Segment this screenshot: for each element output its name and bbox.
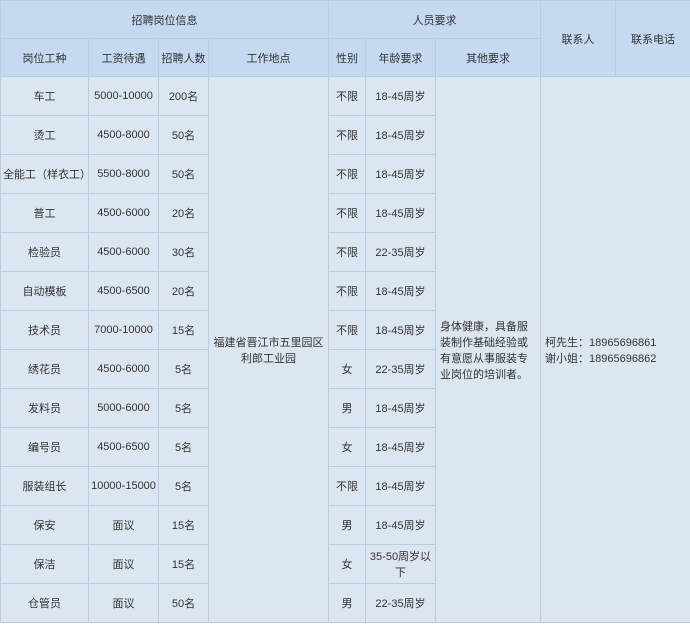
cell-count: 15名	[159, 311, 209, 350]
cell-age: 22-35周岁	[366, 584, 436, 623]
header-group-job-info: 招聘岗位信息	[1, 1, 329, 39]
cell-age: 35-50周岁以下	[366, 545, 436, 584]
cell-gender: 不限	[329, 77, 366, 116]
table-header: 招聘岗位信息 人员要求 联系人 联系电话 岗位工种 工资待遇 招聘人数 工作地点…	[1, 1, 690, 77]
cell-job: 保洁	[1, 545, 89, 584]
recruitment-table: 招聘岗位信息 人员要求 联系人 联系电话 岗位工种 工资待遇 招聘人数 工作地点…	[0, 0, 690, 623]
cell-gender: 不限	[329, 116, 366, 155]
cell-location: 福建省晋江市五里园区利郎工业园	[209, 77, 329, 623]
cell-age: 18-45周岁	[366, 155, 436, 194]
cell-count: 5名	[159, 428, 209, 467]
cell-gender: 男	[329, 584, 366, 623]
cell-salary: 5000-6000	[89, 389, 159, 428]
cell-salary: 4500-6000	[89, 233, 159, 272]
cell-gender: 男	[329, 506, 366, 545]
cell-job: 编号员	[1, 428, 89, 467]
cell-age: 18-45周岁	[366, 428, 436, 467]
cell-job: 发料员	[1, 389, 89, 428]
cell-count: 20名	[159, 194, 209, 233]
cell-age: 22-35周岁	[366, 350, 436, 389]
cell-age: 18-45周岁	[366, 272, 436, 311]
cell-age: 22-35周岁	[366, 233, 436, 272]
cell-salary: 10000-15000	[89, 467, 159, 506]
header-gender: 性别	[329, 39, 366, 77]
cell-gender: 女	[329, 350, 366, 389]
cell-gender: 女	[329, 428, 366, 467]
cell-age: 18-45周岁	[366, 389, 436, 428]
cell-job: 仓管员	[1, 584, 89, 623]
cell-count: 50名	[159, 584, 209, 623]
cell-job: 烫工	[1, 116, 89, 155]
contact-line-1: 柯先生：18965696861	[545, 334, 686, 350]
cell-job: 车工	[1, 77, 89, 116]
cell-count: 200名	[159, 77, 209, 116]
cell-count: 5名	[159, 467, 209, 506]
header-other: 其他要求	[436, 39, 541, 77]
cell-contact: 柯先生：18965696861谢小姐：18965696862	[541, 77, 690, 623]
cell-salary: 4500-6000	[89, 350, 159, 389]
cell-salary: 面议	[89, 506, 159, 545]
cell-age: 18-45周岁	[366, 77, 436, 116]
cell-count: 15名	[159, 506, 209, 545]
header-count: 招聘人数	[159, 39, 209, 77]
cell-gender: 不限	[329, 233, 366, 272]
cell-job: 服装组长	[1, 467, 89, 506]
table-row: 车工5000-10000200名福建省晋江市五里园区利郎工业园不限18-45周岁…	[1, 77, 690, 116]
cell-salary: 5500-8000	[89, 155, 159, 194]
cell-job: 技术员	[1, 311, 89, 350]
cell-count: 5名	[159, 389, 209, 428]
cell-count: 50名	[159, 116, 209, 155]
cell-job: 保安	[1, 506, 89, 545]
cell-salary: 5000-10000	[89, 77, 159, 116]
cell-age: 18-45周岁	[366, 467, 436, 506]
cell-count: 15名	[159, 545, 209, 584]
header-job: 岗位工种	[1, 39, 89, 77]
header-location: 工作地点	[209, 39, 329, 77]
cell-salary: 4500-6500	[89, 428, 159, 467]
cell-job: 普工	[1, 194, 89, 233]
header-contact-phone: 联系电话	[616, 1, 690, 77]
cell-count: 5名	[159, 350, 209, 389]
cell-other-req: 身体健康，具备服装制作基础经验或有意愿从事服装专业岗位的培训者。	[436, 77, 541, 623]
cell-count: 30名	[159, 233, 209, 272]
table-body: 车工5000-10000200名福建省晋江市五里园区利郎工业园不限18-45周岁…	[1, 77, 690, 623]
cell-gender: 男	[329, 389, 366, 428]
cell-salary: 4500-6000	[89, 194, 159, 233]
cell-job: 绣花员	[1, 350, 89, 389]
header-group-requirements: 人员要求	[329, 1, 541, 39]
cell-salary: 4500-6500	[89, 272, 159, 311]
cell-age: 18-45周岁	[366, 116, 436, 155]
header-contact-person: 联系人	[541, 1, 616, 77]
cell-salary: 面议	[89, 545, 159, 584]
cell-salary: 7000-10000	[89, 311, 159, 350]
cell-gender: 不限	[329, 194, 366, 233]
cell-salary: 面议	[89, 584, 159, 623]
cell-age: 18-45周岁	[366, 506, 436, 545]
cell-job: 自动模板	[1, 272, 89, 311]
contact-line-2: 谢小姐：18965696862	[545, 350, 686, 366]
cell-age: 18-45周岁	[366, 311, 436, 350]
cell-job: 全能工（样衣工）	[1, 155, 89, 194]
header-salary: 工资待遇	[89, 39, 159, 77]
cell-gender: 不限	[329, 467, 366, 506]
cell-gender: 不限	[329, 311, 366, 350]
cell-gender: 不限	[329, 272, 366, 311]
cell-gender: 女	[329, 545, 366, 584]
cell-count: 50名	[159, 155, 209, 194]
header-age: 年龄要求	[366, 39, 436, 77]
cell-job: 检验员	[1, 233, 89, 272]
cell-age: 18-45周岁	[366, 194, 436, 233]
cell-salary: 4500-8000	[89, 116, 159, 155]
cell-gender: 不限	[329, 155, 366, 194]
cell-count: 20名	[159, 272, 209, 311]
